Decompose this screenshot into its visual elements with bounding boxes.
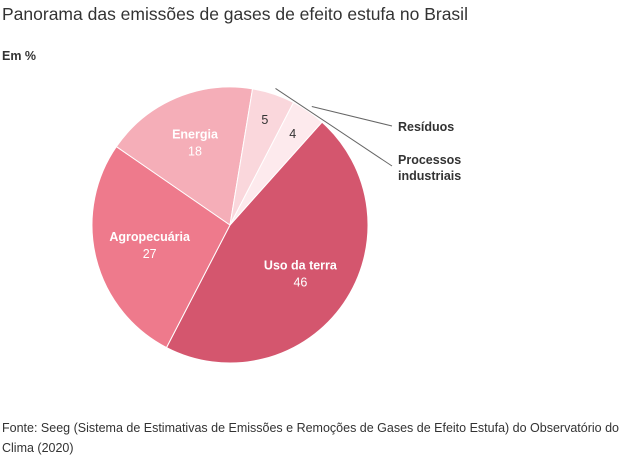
pie-slice-energia [115,86,254,226]
slice-name-label-energia: Energia [172,127,219,141]
slice-value-label-agropecuaria: 27 [143,247,157,261]
pie-callouts: Resíduos Processos industriais [275,87,461,183]
pie-slice-residuos [229,101,323,226]
slice-name-label-uso-da-terra: Uso da terra [264,259,338,273]
pie-chart: Uso da terra46Agropecuária27Energia1854 … [91,86,461,364]
slice-value-label-processos-industriais: 5 [261,113,268,127]
callout-label-residuos: Resíduos [398,120,454,134]
chart-subtitle: Em % [2,49,37,63]
slice-name-label-agropecuaria: Agropecuária [109,230,191,244]
chart-title: Panorama das emissões de gases de efeito… [2,4,468,24]
callout-label-processos-industriais-line-1: Processos [398,153,461,167]
callout-line-residuos [311,106,393,127]
pie-slice-uso-da-terra [165,121,369,364]
pie-slice-agropecuaria [91,145,231,349]
slice-value-label-energia: 18 [188,144,202,158]
pie-labels: Uso da terra 46 Agropecuária 27 Energia 18 5 4 [109,113,338,289]
source-note: Fonte: Seeg (Sistema de Estimativas de E… [2,421,619,455]
slice-value-label-uso-da-terra: 46 [293,276,307,290]
callout-label-processos-industriais-line-2: industriais [398,169,461,183]
pie-slices [91,86,369,364]
slice-value-label-residuos: 4 [289,127,296,141]
callout-line-processos-industriais [275,87,393,167]
